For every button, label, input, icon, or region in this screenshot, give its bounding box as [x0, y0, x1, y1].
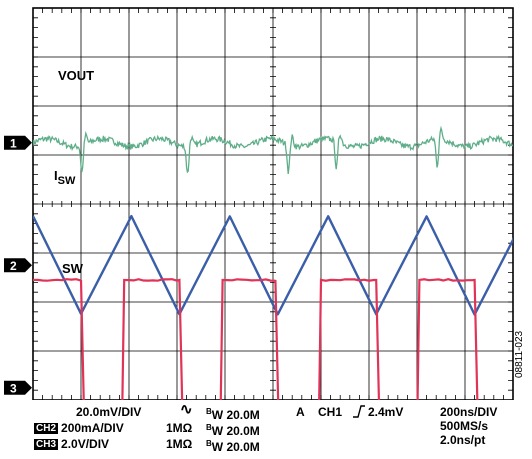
- trace-labels: VOUT ISW SW: [54, 68, 94, 276]
- timebase-resolution: 2.0ns/pt: [440, 433, 486, 447]
- ch2-bandwidth: BW 20.0M: [206, 421, 260, 438]
- ch2-bw-prefix: B: [206, 423, 212, 432]
- channel-marker-1: 1: [4, 135, 32, 150]
- ch1-scale: 20.0mV/DIV: [76, 405, 142, 419]
- trace-label-isw-sub: SW: [58, 175, 76, 187]
- trace-vout: [33, 125, 513, 174]
- trace-isw: [33, 214, 513, 316]
- ch3-bw-label: W 20.0M: [211, 440, 260, 454]
- oscilloscope-display: 123 VOUT ISW SW: [4, 7, 514, 400]
- ch3-tag: CH3: [34, 439, 59, 450]
- ch3-bw-prefix: B: [206, 439, 212, 448]
- channel-marker-label: 2: [10, 259, 17, 273]
- traces: [33, 125, 513, 400]
- trigger-source: CH1: [318, 405, 343, 419]
- ch2-impedance: 1MΩ: [166, 421, 193, 435]
- trace-label-isw-main: I: [54, 168, 58, 183]
- channel-marker-label: 1: [10, 136, 17, 150]
- channel-marker-2: 2: [4, 258, 32, 273]
- ch2-settings-row: CH2 200mA/DIV: [34, 421, 124, 435]
- channel-marker-3: 3: [4, 380, 32, 395]
- ch1-bw-label: W 20.0M: [211, 408, 260, 422]
- trigger-level: 2.4mV: [368, 405, 404, 419]
- channel-marker-label: 3: [10, 381, 17, 395]
- ch1-bandwidth: BW 20.0M: [206, 405, 260, 422]
- timebase-sample-rate: 500MS/s: [440, 419, 489, 433]
- trace-label-vout: VOUT: [58, 68, 94, 83]
- ch1-bw-prefix: B: [206, 407, 212, 416]
- ch2-tag: CH2: [34, 423, 59, 434]
- ch3-scale: 2.0V/DIV: [61, 437, 110, 451]
- figure-id: 08811-023: [514, 330, 525, 378]
- ch1-coupling-icon: ∿: [180, 401, 193, 418]
- rising-edge-icon: [353, 405, 365, 418]
- ch3-settings-row: CH3 2.0V/DIV: [34, 437, 109, 451]
- graticule: [32, 7, 514, 400]
- channel-markers: 1 2 3: [4, 135, 32, 395]
- ch2-scale: 200mA/DIV: [61, 421, 124, 435]
- trace-sw: [33, 278, 479, 400]
- ch3-impedance: 1MΩ: [166, 437, 193, 451]
- trigger-mode: A: [296, 405, 305, 419]
- timebase-time-per-div: 200ns/DIV: [440, 405, 498, 419]
- ch3-bandwidth: BW 20.0M: [206, 437, 260, 454]
- trace-label-isw: ISW: [54, 168, 76, 187]
- trace-label-sw: SW: [62, 261, 84, 276]
- ch2-bw-label: W 20.0M: [211, 424, 260, 438]
